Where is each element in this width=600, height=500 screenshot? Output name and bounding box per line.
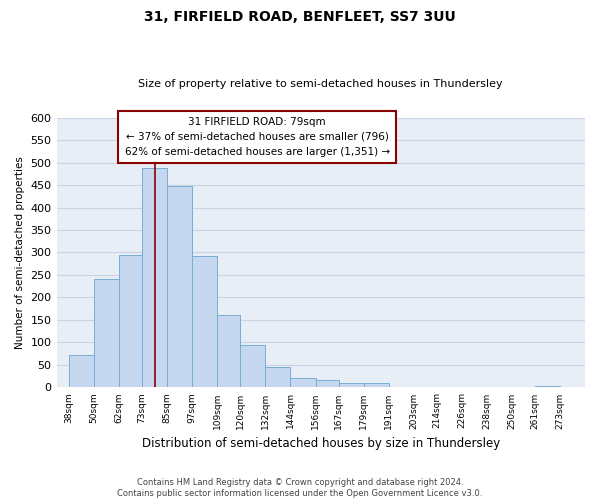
Bar: [193, 256, 217, 388]
Bar: [94, 280, 119, 388]
Bar: [241, 344, 265, 388]
Bar: [217, 316, 241, 388]
Text: 31, FIRFIELD ROAD, BENFLEET, SS7 3UU: 31, FIRFIELD ROAD, BENFLEET, SS7 3UU: [144, 10, 456, 24]
X-axis label: Distribution of semi-detached houses by size in Thundersley: Distribution of semi-detached houses by …: [142, 437, 500, 450]
Bar: [535, 386, 560, 388]
Bar: [69, 355, 94, 388]
Bar: [338, 384, 364, 388]
Text: Contains HM Land Registry data © Crown copyright and database right 2024.
Contai: Contains HM Land Registry data © Crown c…: [118, 478, 482, 498]
Bar: [142, 168, 167, 388]
Title: Size of property relative to semi-detached houses in Thundersley: Size of property relative to semi-detach…: [139, 79, 503, 89]
Bar: [290, 378, 316, 388]
Bar: [167, 186, 193, 388]
Y-axis label: Number of semi-detached properties: Number of semi-detached properties: [15, 156, 25, 349]
Bar: [119, 254, 142, 388]
Bar: [316, 380, 338, 388]
Bar: [265, 367, 290, 388]
Bar: [364, 384, 389, 388]
Text: 31 FIRFIELD ROAD: 79sqm
← 37% of semi-detached houses are smaller (796)
62% of s: 31 FIRFIELD ROAD: 79sqm ← 37% of semi-de…: [125, 117, 389, 156]
